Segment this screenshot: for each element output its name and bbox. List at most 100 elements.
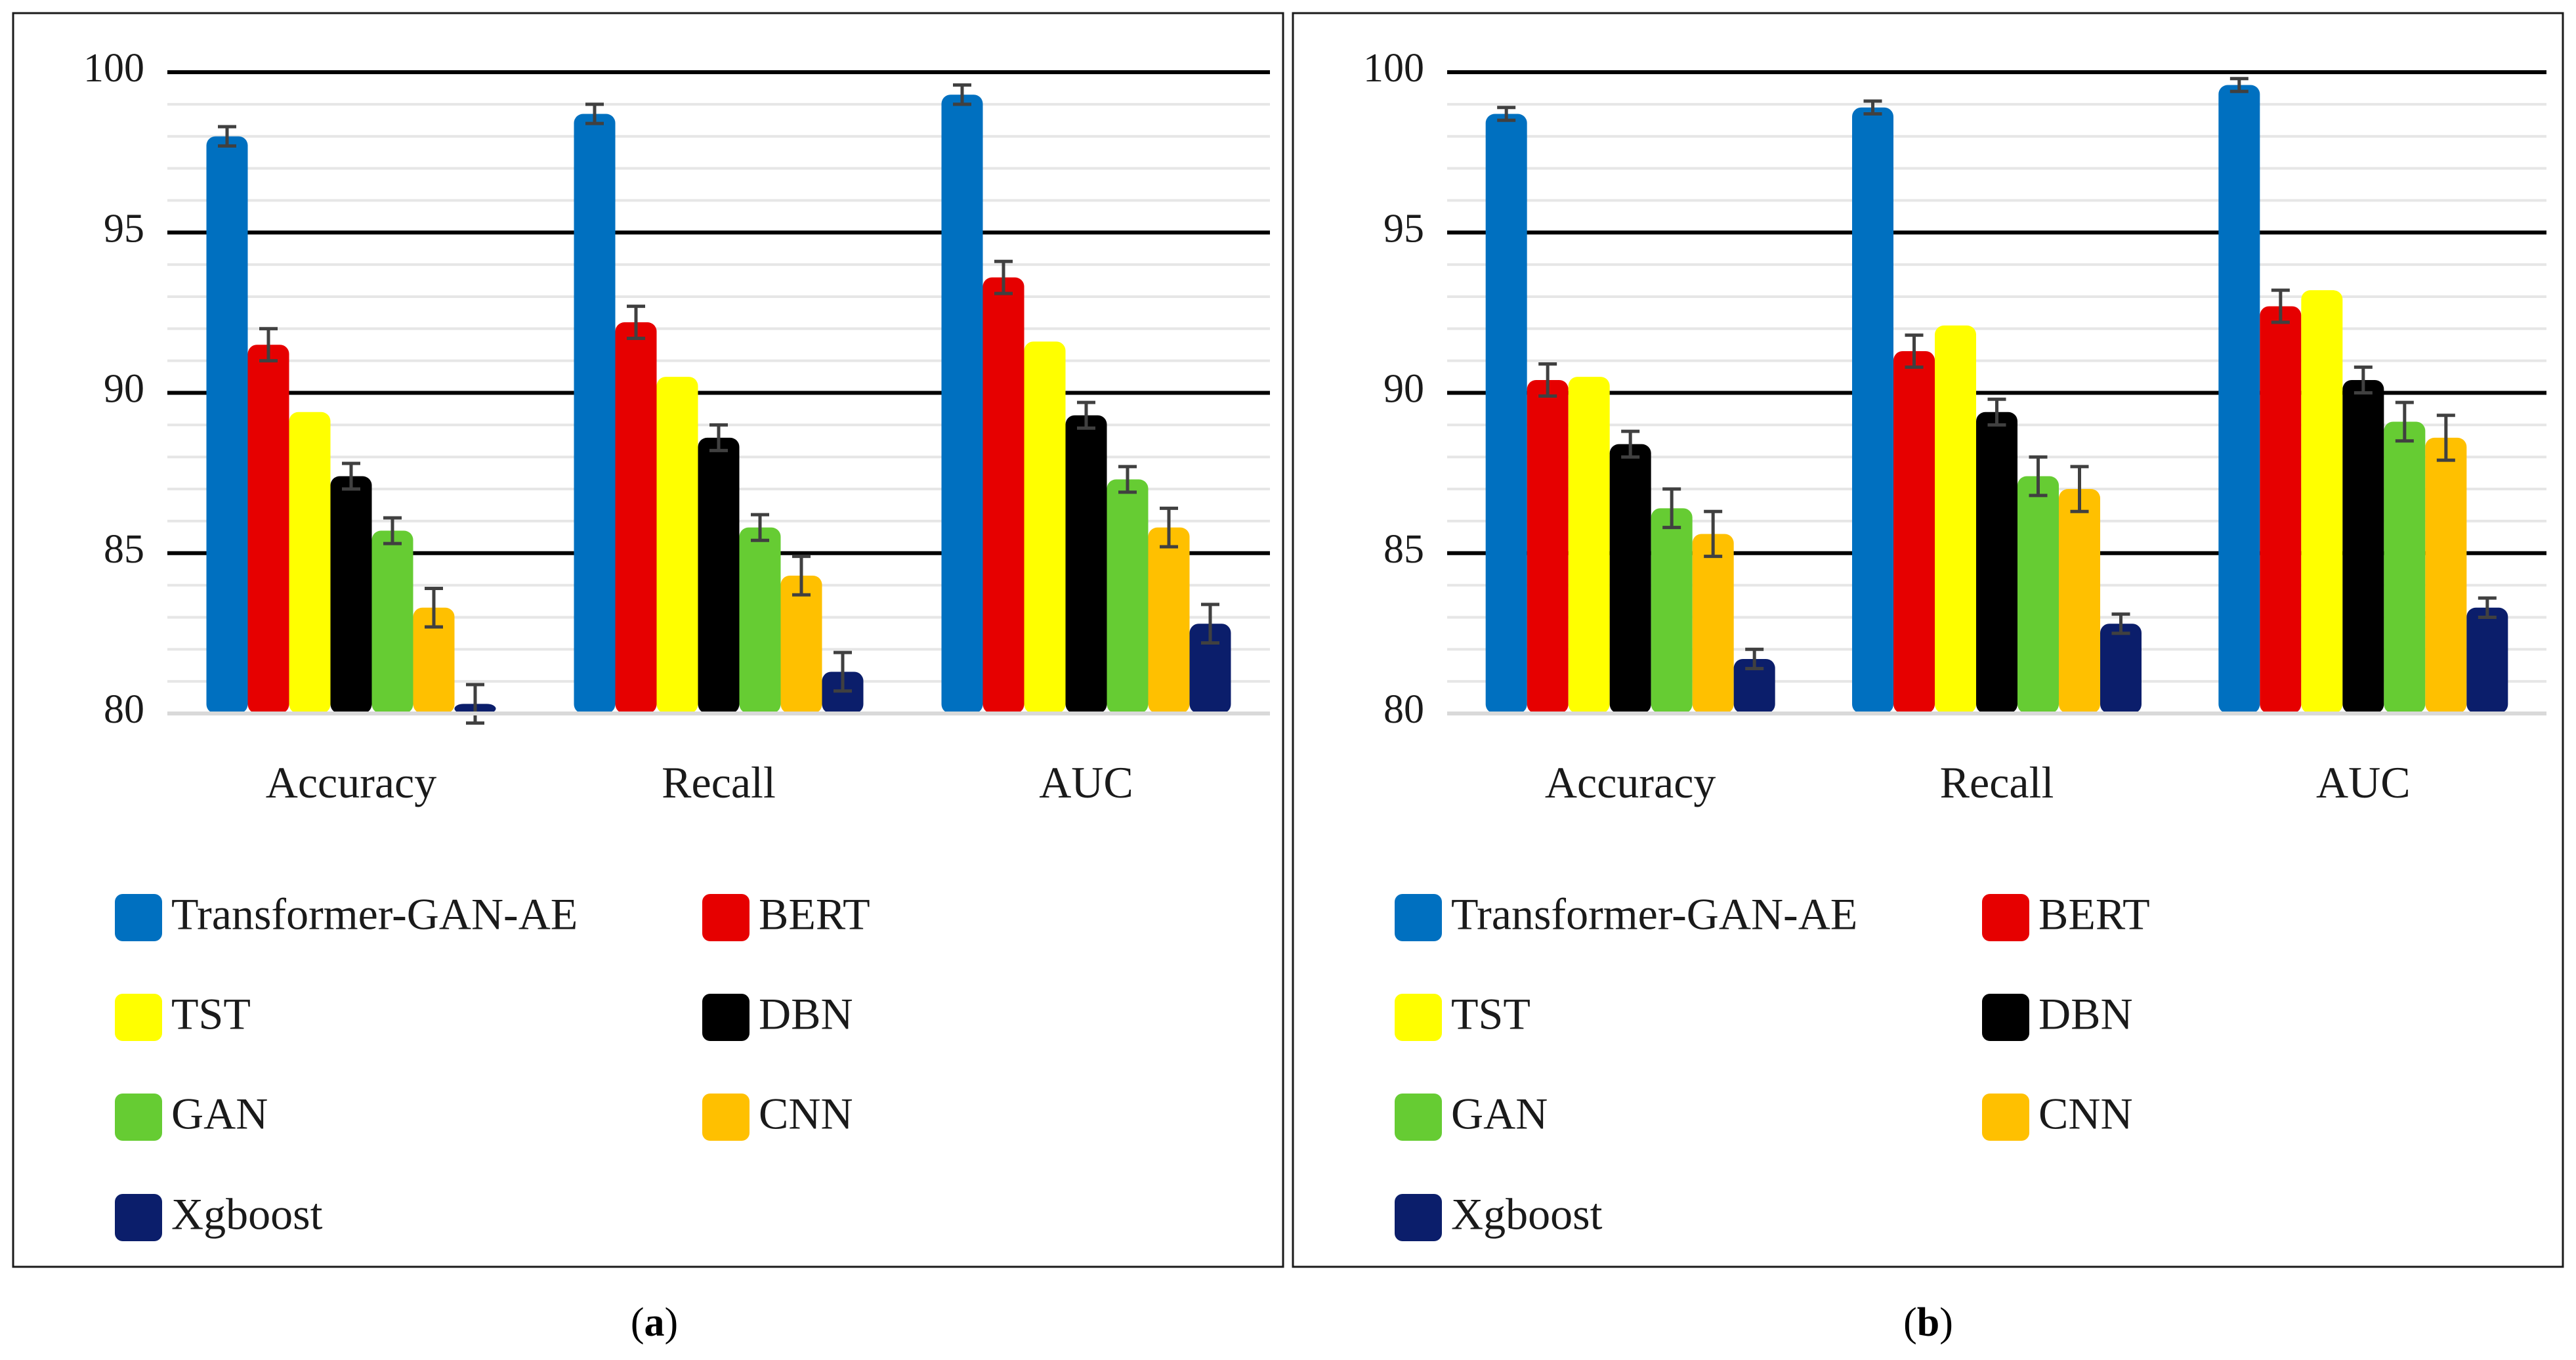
- panel-b-bar-gan-recall: [2017, 476, 2059, 713]
- panel-a-legend-label-tst: TST: [171, 989, 251, 1039]
- panel-b-bar-tst-auc: [2301, 290, 2343, 713]
- panel-b-legend-label-xgboost: Xgboost: [1451, 1189, 1603, 1239]
- panel-b-errorbar-bert-auc: [2271, 288, 2290, 324]
- panel-b-bar-gan-accuracy: [1651, 508, 1693, 713]
- panel-b-errorbar-transformer-gan-ae-accuracy: [1497, 106, 1516, 122]
- panel-a-errorbar-dbn-accuracy: [342, 461, 360, 491]
- panel-a-bar-tst-recall: [656, 377, 698, 713]
- panel-b-category-label-recall: Recall: [1940, 757, 2054, 807]
- panel-b-errorbar-gan-auc: [2395, 400, 2414, 443]
- caption-a: (a): [631, 1300, 678, 1345]
- panel-b-bar-bert-accuracy: [1527, 379, 1569, 713]
- panel-a-bar-bert-accuracy: [247, 345, 289, 713]
- panel-a-legend-label-bert: BERT: [759, 889, 870, 939]
- panel-a-errorbar-xgboost-recall: [834, 650, 852, 693]
- caption-b: (b): [1903, 1300, 1953, 1345]
- panel-a-bar-dbn-accuracy: [330, 476, 372, 713]
- panel-a-errorbar-cnn-recall: [792, 555, 811, 597]
- panel-a-legend-swatch-transformer-gan-ae: [115, 894, 162, 941]
- panel-b-legend-swatch-gan: [1395, 1094, 1442, 1141]
- panel-b-errorbar-dbn-auc: [2354, 365, 2373, 394]
- panel-a-category-label-accuracy: Accuracy: [266, 757, 436, 807]
- panel-a-bar-tst-accuracy: [289, 412, 331, 713]
- panel-b-bar-xgboost-recall: [2100, 624, 2142, 713]
- panel-a-errorbar-cnn-auc: [1160, 506, 1178, 549]
- panel-b-legend-label-tst: TST: [1451, 989, 1531, 1039]
- panel-b-legend-label-cnn: CNN: [2038, 1089, 2133, 1139]
- panel-b-bar-tst-accuracy: [1568, 377, 1610, 713]
- panel-a-legend-label-xgboost: Xgboost: [171, 1189, 323, 1239]
- panel-a-bar-gan-recall: [739, 527, 781, 713]
- panel-a-bar-gan-accuracy: [371, 530, 413, 713]
- panel-a-legend-label-transformer-gan-ae: Transformer-GAN-AE: [171, 889, 578, 939]
- panel-a-bar-transformer-gan-ae-auc: [941, 95, 983, 713]
- panel-a-bar-cnn-auc: [1148, 527, 1190, 713]
- panel-b-ytick-label: 85: [1383, 527, 1424, 572]
- panel-b-ytick-label: 90: [1383, 367, 1424, 412]
- panel-a-legend-swatch-bert: [702, 894, 750, 941]
- panel-a-errorbar-transformer-gan-ae-accuracy: [218, 125, 236, 148]
- panel-a-legend-swatch-cnn: [702, 1094, 750, 1141]
- panel-b-legend-label-dbn: DBN: [2038, 989, 2133, 1039]
- panel-b-legend-label-bert: BERT: [2038, 889, 2150, 939]
- panel-a-ytick-label: 90: [104, 367, 144, 412]
- panel-a-errorbar-gan-recall: [751, 513, 769, 542]
- panel-b-bar-bert-recall: [1893, 351, 1935, 713]
- panel-a-bar-bert-auc: [982, 277, 1024, 713]
- panel-b-errorbar-transformer-gan-ae-auc: [2229, 77, 2249, 93]
- panel-b-errorbar-dbn-accuracy: [1621, 429, 1640, 459]
- panel-b-bar-xgboost-accuracy: [1733, 658, 1775, 713]
- caption-a-label: a: [644, 1300, 665, 1345]
- panel-b-legend-label-gan: GAN: [1451, 1089, 1548, 1139]
- panel-b-errorbar-bert-recall: [1905, 333, 1924, 369]
- panel-a-errorbar-cnn-accuracy: [425, 586, 443, 629]
- panel-b-errorbar-cnn-accuracy: [1704, 509, 1723, 559]
- panel-b-category-label-auc: AUC: [2316, 757, 2411, 807]
- panel-a-bar-dbn-recall: [698, 437, 740, 713]
- panel-b-legend-swatch-cnn: [1982, 1094, 2029, 1141]
- panel-b-errorbar-cnn-recall: [2070, 465, 2089, 513]
- panel-a-errorbar-dbn-recall: [709, 423, 728, 452]
- panel-b-bar-transformer-gan-ae-accuracy: [1485, 114, 1527, 713]
- panel-a-category-label-auc: AUC: [1039, 757, 1133, 807]
- panel-a-legend-label-cnn: CNN: [759, 1089, 853, 1139]
- panel-a-errorbar-dbn-auc: [1077, 400, 1095, 430]
- panel-b-legend-swatch-bert: [1982, 894, 2029, 941]
- panel-a-errorbar-gan-accuracy: [383, 516, 402, 545]
- panel-a-bar-dbn-auc: [1065, 415, 1107, 713]
- panel-b: 80 85 90 95 100 Accuracy Recall AUC Transformer-…: [1292, 12, 2564, 1268]
- panel-a-bar-cnn-accuracy: [413, 607, 455, 713]
- panel-b-bar-cnn-recall: [2059, 489, 2100, 713]
- panel-a-legend-swatch-dbn: [702, 994, 750, 1041]
- panel-b-legend-swatch-xgboost: [1395, 1194, 1442, 1241]
- panel-a-legend-swatch-tst: [115, 994, 162, 1041]
- panel-a-ytick-label: 100: [83, 46, 144, 91]
- panel-a-bar-xgboost-auc: [1189, 624, 1231, 713]
- panel-a-errorbar-bert-accuracy: [259, 327, 278, 363]
- panel-b-bar-bert-auc: [2260, 306, 2302, 714]
- panel-b-legend-label-transformer-gan-ae: Transformer-GAN-AE: [1451, 889, 1857, 939]
- panel-b-bar-dbn-auc: [2342, 379, 2384, 713]
- panel-a-errorbar-xgboost-auc: [1201, 603, 1219, 645]
- panel-b-legend-swatch-dbn: [1982, 994, 2029, 1041]
- panel-a-errorbar-transformer-gan-ae-auc: [953, 83, 971, 106]
- panel-a-bar-transformer-gan-ae-recall: [574, 114, 616, 713]
- panel-a-bar-gan-auc: [1107, 479, 1149, 713]
- panel-b-errorbar-bert-accuracy: [1538, 362, 1557, 398]
- panel-a-bar-tst-auc: [1024, 341, 1066, 713]
- panel-b-category-label-accuracy: Accuracy: [1545, 757, 1716, 807]
- panel-a-category-label-recall: Recall: [662, 757, 776, 807]
- panel-b-bar-tst-recall: [1935, 325, 1976, 713]
- panel-a-errorbar-transformer-gan-ae-recall: [585, 102, 604, 125]
- panel-b-bar-dbn-accuracy: [1609, 444, 1651, 713]
- panel-a-legend-swatch-xgboost: [115, 1194, 162, 1241]
- panel-b-bar-xgboost-auc: [2466, 607, 2508, 713]
- panel-a-ytick-label: 85: [104, 527, 144, 572]
- panel-a-bar-cnn-recall: [780, 575, 822, 713]
- panel-b-errorbar-gan-recall: [2029, 455, 2048, 498]
- panel-a-errorbar-bert-auc: [994, 259, 1013, 295]
- panel-b-errorbar-xgboost-accuracy: [1745, 647, 1764, 671]
- panel-b-bar-dbn-recall: [1976, 412, 2017, 713]
- panel-a-legend-label-dbn: DBN: [759, 989, 853, 1039]
